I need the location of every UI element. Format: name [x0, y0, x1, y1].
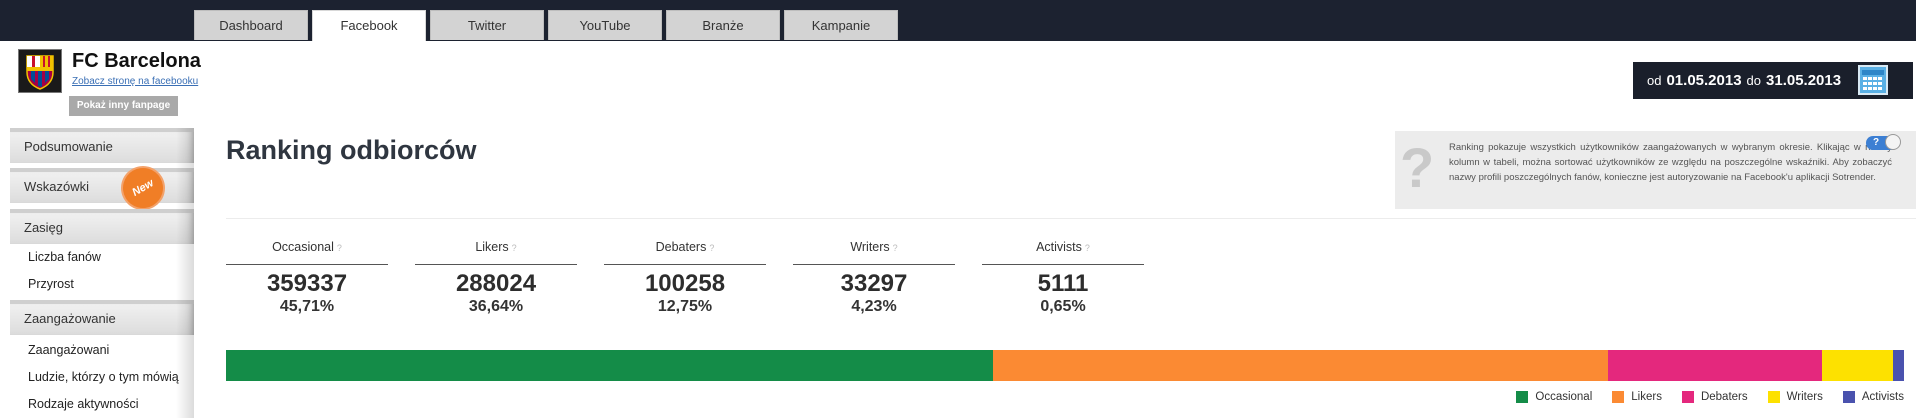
stat-label-occasional[interactable]: Occasional?	[226, 240, 388, 265]
sidebar-shadow	[176, 128, 194, 418]
stat-value-activists: 5111	[1037, 270, 1089, 297]
stat-percent-occasional: 45,71%	[279, 298, 335, 315]
help-icon[interactable]: ?	[511, 243, 517, 253]
stat-percent-likers: 36,64%	[468, 298, 524, 315]
stat-percent-debaters: 12,75%	[657, 298, 713, 315]
sidebar-item-tips[interactable]: Wskazówki	[10, 168, 194, 203]
help-icon[interactable]: ?	[892, 243, 898, 253]
legend-swatch	[1681, 391, 1694, 403]
sidebar-item-talking-about[interactable]: Ludzie, którzy o tym mówią	[28, 370, 179, 384]
main-tab-bar: Dashboard Facebook Twitter YouTube Branż…	[194, 10, 902, 42]
tab-youtube[interactable]: YouTube	[548, 10, 662, 40]
chart-legend: Occasional Likers Debaters Writers Activists	[1496, 391, 1904, 403]
toggle-question-icon: ?	[1873, 137, 1880, 148]
legend-swatch	[1842, 391, 1855, 403]
stat-label-text: Occasional	[272, 240, 334, 254]
legend-swatch	[1767, 391, 1780, 403]
date-range-picker[interactable]: od 01.05.2013 do 31.05.2013	[1633, 62, 1913, 99]
calendar-icon[interactable]	[1858, 65, 1888, 95]
stat-label-text: Likers	[475, 240, 509, 254]
bar-segment-activists	[1893, 350, 1904, 381]
legend-item-occasional: Occasional	[1516, 391, 1592, 403]
fanpage-name: FC Barcelona	[72, 50, 201, 72]
legend-label: Likers	[1631, 391, 1662, 403]
help-text: Ranking pokazuje wszystkich użytkowników…	[1449, 142, 1892, 183]
legend-label: Writers	[1786, 391, 1823, 403]
stat-percent-writers: 4,23%	[851, 298, 897, 315]
help-toggle-switch[interactable]: ?	[1866, 134, 1901, 150]
tab-branze[interactable]: Branże	[666, 10, 780, 40]
fc-barcelona-crest-icon	[26, 55, 54, 90]
facebook-page-link[interactable]: Zobacz stronę na facebooku	[72, 76, 199, 87]
stat-writers: Writers? 33297 4,23%	[793, 240, 955, 317]
stat-value-likers: 288024	[455, 270, 537, 297]
date-to: 31.05.2013	[1766, 72, 1842, 89]
stat-label-writers[interactable]: Writers?	[793, 240, 955, 265]
bar-segment-occasional	[226, 350, 994, 381]
legend-swatch	[1612, 391, 1625, 403]
stat-value-occasional: 359337	[266, 270, 348, 297]
tab-kampanie[interactable]: Kampanie	[784, 10, 898, 40]
stat-percent-activists: 0,65%	[1040, 298, 1086, 315]
bar-segment-debaters	[1608, 350, 1823, 381]
help-icon[interactable]: ?	[709, 243, 715, 253]
legend-item-debaters: Debaters	[1681, 391, 1748, 403]
legend-label: Activists	[1861, 391, 1904, 403]
switch-fanpage-button[interactable]: Pokaż inny fanpage	[69, 96, 178, 116]
bar-segment-likers	[993, 350, 1609, 381]
stat-occasional: Occasional? 359337 45,71%	[226, 240, 388, 317]
legend-item-writers: Writers	[1767, 391, 1823, 403]
sidebar-item-growth[interactable]: Przyrost	[28, 277, 74, 291]
help-question-icon: ?	[1400, 136, 1435, 199]
divider	[226, 218, 1916, 219]
legend-label: Occasional	[1535, 391, 1593, 403]
date-from: 01.05.2013	[1666, 72, 1742, 89]
toggle-knob	[1885, 134, 1901, 150]
legend-swatch	[1516, 391, 1529, 403]
stat-label-likers[interactable]: Likers?	[415, 240, 577, 265]
page-title: Ranking odbiorców	[226, 135, 477, 165]
sidebar-section-reach[interactable]: Zasięg	[10, 209, 194, 244]
help-panel	[1395, 131, 1916, 209]
tab-twitter[interactable]: Twitter	[430, 10, 544, 40]
stat-activists: Activists? 5111 0,65%	[982, 240, 1144, 317]
stat-label-text: Writers	[850, 240, 890, 254]
tab-facebook[interactable]: Facebook	[312, 10, 426, 42]
stat-value-debaters: 100258	[644, 270, 726, 297]
stat-debaters: Debaters? 100258 12,75%	[604, 240, 766, 317]
legend-item-likers: Likers	[1612, 391, 1662, 403]
sidebar-item-fans[interactable]: Liczba fanów	[28, 250, 101, 264]
audience-stacked-bar	[226, 350, 1904, 381]
sidebar-item-summary[interactable]: Podsumowanie	[10, 128, 194, 163]
bar-segment-writers	[1822, 350, 1894, 381]
sidebar-section-engagement[interactable]: Zaangażowanie	[10, 300, 194, 335]
stat-likers: Likers? 288024 36,64%	[415, 240, 577, 317]
help-icon[interactable]: ?	[1084, 243, 1090, 253]
legend-item-activists: Activists	[1842, 391, 1904, 403]
stat-label-text: Debaters	[655, 240, 707, 254]
fanpage-logo	[18, 49, 62, 93]
stat-value-writers: 33297	[840, 270, 908, 297]
stat-label-activists[interactable]: Activists?	[982, 240, 1144, 265]
date-to-label: do	[1746, 73, 1762, 88]
sidebar-item-engaged[interactable]: Zaangażowani	[28, 343, 110, 357]
date-from-label: od	[1647, 73, 1662, 88]
sidebar-item-activity-types[interactable]: Rodzaje aktywności	[28, 397, 139, 411]
tab-dashboard[interactable]: Dashboard	[194, 10, 308, 40]
stat-label-text: Activists	[1036, 240, 1082, 254]
stat-label-debaters[interactable]: Debaters?	[604, 240, 766, 265]
legend-label: Debaters	[1700, 391, 1748, 403]
help-icon[interactable]: ?	[336, 243, 342, 253]
